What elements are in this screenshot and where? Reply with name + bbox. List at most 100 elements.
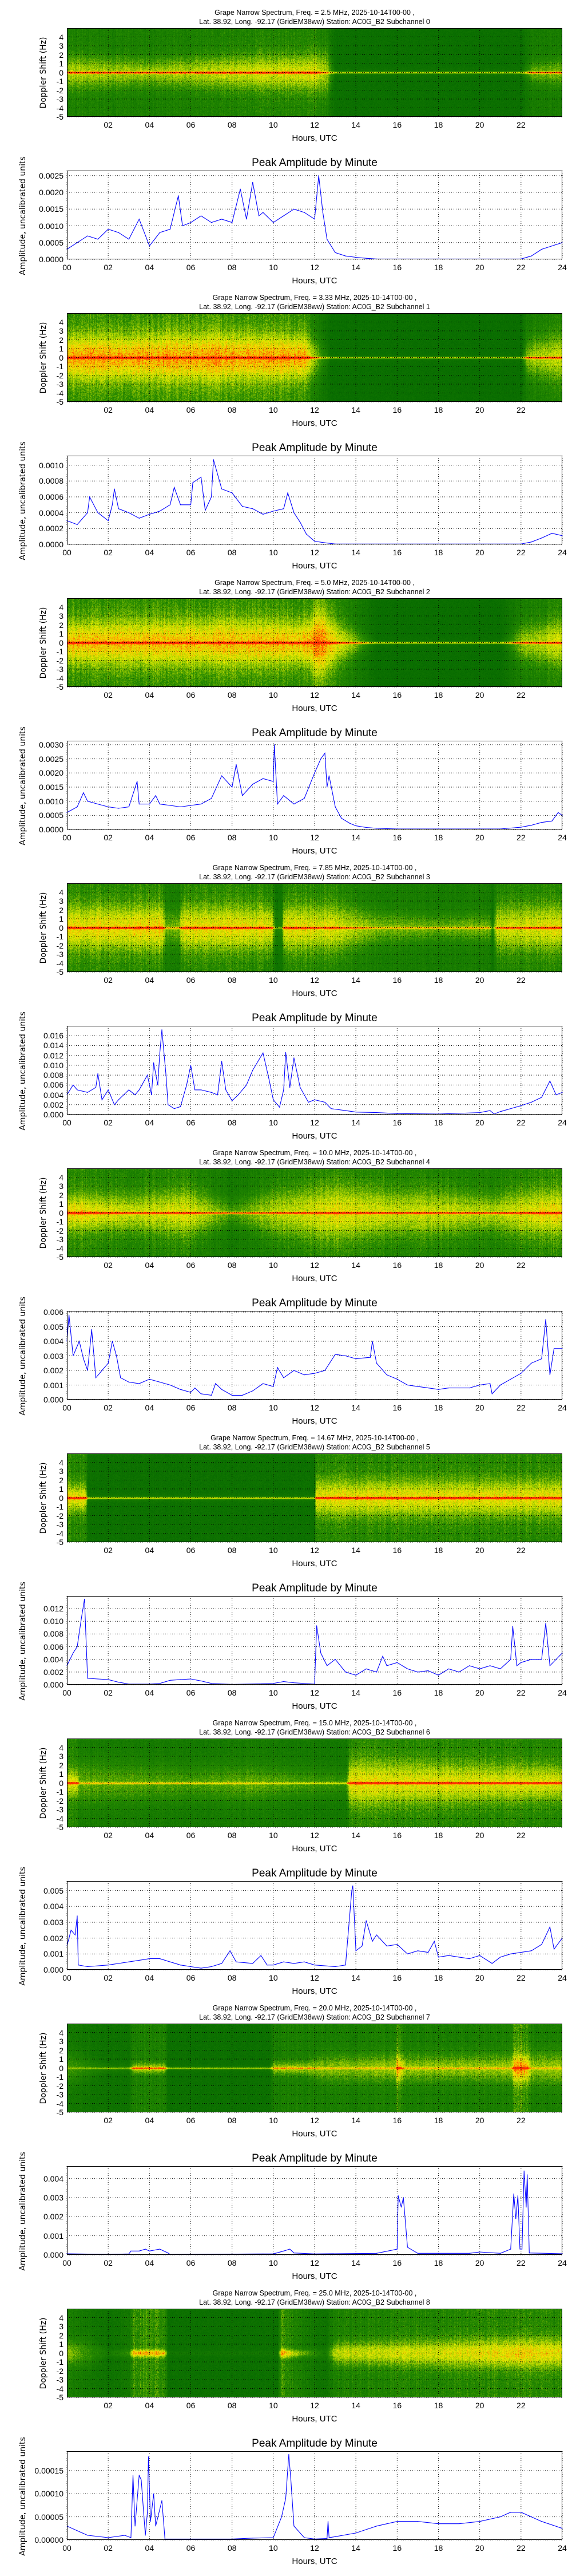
amplitude-xtick-label: 02: [104, 1688, 113, 1697]
amplitude-data-point: [138, 1959, 140, 1961]
amplitude-data-point: [66, 812, 67, 813]
spectrogram-xtick-label: 14: [351, 1261, 360, 1270]
spectrogram-xtick-label: 06: [186, 2116, 196, 2125]
spectrogram-xtick-label: 06: [186, 690, 196, 700]
amplitude-xtick-label: 24: [558, 548, 567, 557]
spectrogram-xtick-label: 10: [269, 2116, 278, 2125]
amplitude-xtick-label: 24: [558, 833, 567, 842]
amplitude-data-point: [211, 496, 212, 497]
amplitude-ytick-label: 0.006: [43, 1642, 63, 1652]
spectrogram-xtick-label: 18: [434, 1831, 443, 1840]
amplitude-data-point: [138, 1383, 140, 1384]
amplitude-data-point: [396, 1944, 398, 1945]
spectrogram-ytick-label: 3: [59, 1182, 63, 1191]
spectrogram-ytick-label: -2: [56, 941, 63, 950]
amplitude-data-point: [242, 1394, 243, 1396]
spectrum-title-line1: Grape Narrow Spectrum, Freq. = 2.5 MHz, …: [214, 9, 415, 17]
spectrogram-xtick-label: 18: [434, 690, 443, 700]
amplitude-xtick-label: 22: [517, 263, 526, 272]
amplitude-ytick-label: 0.0000: [39, 255, 63, 264]
amplitude-data-point: [366, 258, 367, 259]
amplitude-xlabel: Hours, UTC: [292, 1416, 337, 1426]
amplitude-xlabel: Hours, UTC: [292, 1131, 337, 1141]
amplitude-xtick-label: 00: [62, 1973, 72, 1982]
amplitude-data-point: [396, 1113, 398, 1114]
amplitude-ytick-label: 0.0030: [39, 740, 63, 749]
amplitude-ytick-label: 0.0002: [39, 524, 63, 534]
spectrogram-xtick-label: 20: [475, 1261, 484, 1270]
spectrogram-xtick-label: 04: [145, 690, 154, 700]
amplitude-ylabel: Amplitude, uncalibrated units: [18, 1297, 27, 1416]
spectrogram-ytick-label: -4: [56, 958, 63, 968]
spectrogram-xtick-label: 04: [145, 1261, 154, 1270]
amplitude-xtick-label: 14: [351, 833, 360, 842]
spectrogram-ytick-label: -1: [56, 2072, 63, 2081]
amplitude-data-point: [438, 1674, 439, 1676]
amplitude-xtick-label: 06: [186, 833, 196, 842]
amplitude-ytick-label: 0.0015: [39, 782, 63, 792]
amplitude-xtick-label: 14: [351, 1688, 360, 1697]
spectrogram-ytick-label: 4: [59, 2028, 63, 2037]
spectrogram-xtick-label: 02: [104, 1546, 113, 1555]
amplitude-data-point: [108, 1362, 109, 1364]
amplitude-xtick-label: 04: [145, 1688, 154, 1697]
spectrogram-ytick-label: -5: [56, 1253, 63, 1262]
spectrogram-xtick-label: 02: [104, 1261, 113, 1270]
amplitude-xtick-label: 18: [434, 1688, 443, 1697]
amplitude-xtick-label: 22: [517, 1973, 526, 1982]
spectrogram-ytick-label: 1: [59, 59, 63, 68]
amplitude-data-point: [138, 1089, 140, 1091]
spectrogram-ylabel: Doppler Shift (Hz): [39, 2032, 48, 2104]
spectrogram-xtick-label: 18: [434, 120, 443, 129]
amplitude-ylabel: Amplitude, uncalibrated units: [18, 2437, 27, 2556]
amplitude-data-point: [288, 2454, 289, 2455]
amplitude-data-point: [225, 1089, 227, 1091]
spectrogram-xtick-label: 02: [104, 975, 113, 985]
amplitude-title: Peak Amplitude by Minute: [252, 2152, 378, 2164]
amplitude-xtick-label: 10: [269, 263, 278, 272]
spectrogram-ytick-label: -3: [56, 665, 63, 674]
spectrogram-xtick-label: 12: [310, 405, 319, 414]
spectrogram-xtick-label: 16: [392, 975, 402, 985]
amplitude-series-line: [66, 2454, 563, 2539]
amplitude-xtick-label: 16: [392, 548, 402, 557]
spectrogram-ytick-label: 1: [59, 344, 63, 353]
amplitude-xtick-label: 14: [351, 263, 360, 272]
spectrogram-ytick-label: 2: [59, 1475, 63, 1485]
spectrogram-xtick-label: 10: [269, 975, 278, 985]
amplitude-title: Peak Amplitude by Minute: [252, 442, 378, 454]
amplitude-data-point: [147, 1074, 148, 1076]
spectrogram-xtick-label: 12: [310, 1546, 319, 1555]
amplitude-data-point: [541, 822, 542, 823]
amplitude-data-point: [376, 2253, 377, 2254]
spectrum-title-line1: Grape Narrow Spectrum, Freq. = 15.0 MHz,…: [212, 1719, 417, 1727]
amplitude-data-point: [469, 1665, 470, 1666]
amplitude-ytick-label: 0.004: [43, 2174, 63, 2183]
amplitude-data-point: [118, 232, 119, 233]
amplitude-xtick-label: 18: [434, 1973, 443, 1982]
amplitude-data-point: [153, 1062, 154, 1064]
amplitude-data-point: [229, 1950, 231, 1951]
spectrogram-gridlines: [67, 598, 562, 688]
spectrogram-xtick-label: 16: [392, 1831, 402, 1840]
amplitude-ytick-label: 0.003: [43, 1917, 63, 1927]
spectrogram-xtick-label: 14: [351, 405, 360, 414]
amplitude-ylabel: Amplitude, uncalibrated units: [18, 1012, 27, 1131]
amplitude-xtick-label: 14: [351, 548, 360, 557]
amplitude-plot: [66, 741, 563, 830]
spectrogram-ytick-label: 3: [59, 1467, 63, 1476]
spectrogram-xtick-label: 04: [145, 1831, 154, 1840]
spectrogram-xtick-label: 10: [269, 405, 278, 414]
amplitude-xtick-label: 10: [269, 1688, 278, 1697]
spectrum-title-line1: Grape Narrow Spectrum, Freq. = 14.67 MHz…: [210, 1434, 419, 1442]
amplitude-data-point: [108, 520, 109, 521]
amplitude-xtick-label: 12: [310, 1973, 319, 1982]
amplitude-plot: [66, 1881, 563, 1970]
amplitude-xtick-label: 06: [186, 2543, 196, 2553]
spectrogram-ytick-label: -1: [56, 1787, 63, 1796]
amplitude-ytick-label: 0.010: [43, 1060, 63, 1070]
amplitude-data-point: [118, 508, 119, 509]
spectrogram-ytick-label: 2: [59, 2330, 63, 2340]
spectrogram-xtick-label: 04: [145, 2116, 154, 2125]
amplitude-ytick-label: 0.002: [43, 1933, 63, 1943]
